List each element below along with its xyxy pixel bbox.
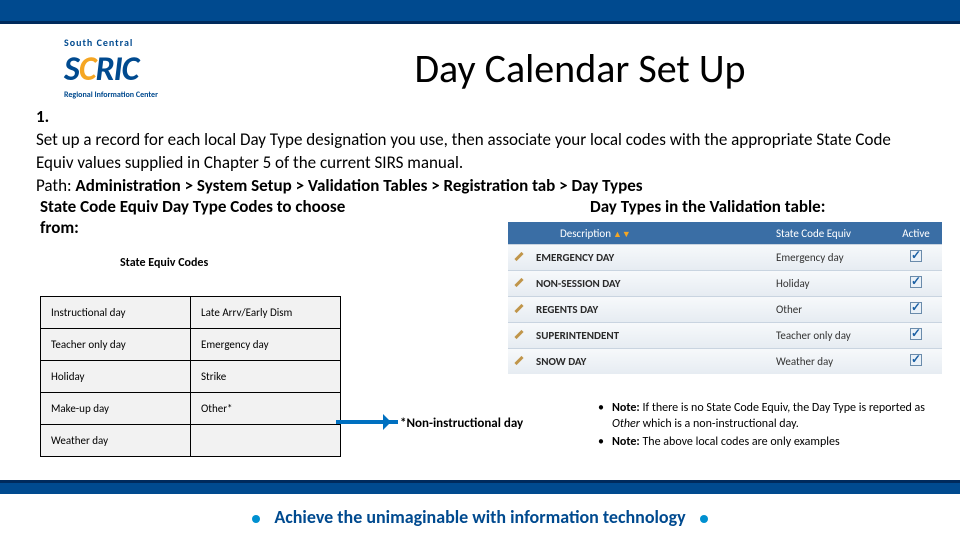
row-desc: SUPERINTENDENT <box>530 329 772 342</box>
note-prefix: The above local codes are only examples <box>642 435 839 449</box>
cell: Weather day <box>41 425 191 457</box>
notes: Note: If there is no State Code Equiv, t… <box>594 400 936 453</box>
logo-south: South Central <box>64 36 224 49</box>
col-active[interactable]: Active <box>890 227 942 240</box>
validation-row[interactable]: SNOW DAY Weather day <box>508 348 942 374</box>
path-label: Path: <box>36 175 75 196</box>
row-desc: SNOW DAY <box>530 355 772 368</box>
footer-text: Achieve the unimaginable with informatio… <box>274 506 685 528</box>
row-active[interactable] <box>890 276 942 291</box>
row-desc: REGENTS DAY <box>530 303 772 316</box>
asterisk-note: *Non-instructional day <box>400 416 523 431</box>
table-row: Weather day <box>41 425 341 457</box>
edit-icon[interactable] <box>508 302 530 317</box>
note-label: Note: <box>612 435 640 449</box>
row-active[interactable] <box>890 354 942 369</box>
cell: Emergency day <box>191 329 341 361</box>
step-text: Set up a record for each local Day Type … <box>36 129 891 173</box>
sort-icon[interactable]: ▲▼ <box>613 229 631 240</box>
row-active[interactable] <box>890 250 942 265</box>
path-value: Administration > System Setup > Validati… <box>75 175 642 196</box>
step-body: Set up a record for each local Day Type … <box>36 129 896 198</box>
validation-row[interactable]: EMERGENCY DAY Emergency day <box>508 244 942 270</box>
checkbox-icon <box>910 302 922 314</box>
row-active[interactable] <box>890 302 942 317</box>
checkbox-icon <box>910 276 922 288</box>
table-row: Teacher only dayEmergency day <box>41 329 341 361</box>
edit-icon[interactable] <box>508 276 530 291</box>
state-equiv-codes-table: Instructional dayLate Arrv/Early Dism Te… <box>40 296 341 457</box>
cell: Other* <box>191 393 341 425</box>
note-prefix: If there is no State Code Equiv, the Day… <box>642 401 925 415</box>
dot-icon <box>252 515 260 523</box>
row-state: Other <box>772 303 890 316</box>
cell: Strike <box>191 361 341 393</box>
row-state: Teacher only day <box>772 329 890 342</box>
row-active[interactable] <box>890 328 942 343</box>
logo-scric: SCRIC <box>64 49 224 90</box>
validation-row[interactable]: NON-SESSION DAY Holiday <box>508 270 942 296</box>
step-number: 1. <box>36 106 60 129</box>
row-state: Holiday <box>772 277 890 290</box>
validation-row[interactable]: REGENTS DAY Other <box>508 296 942 322</box>
note-suffix: which is a non-instructional day. <box>640 417 799 431</box>
table-row: Make-up dayOther* <box>41 393 341 425</box>
note-item: Note: The above local codes are only exa… <box>594 434 936 450</box>
bottom-bar <box>0 480 960 494</box>
cell: Teacher only day <box>41 329 191 361</box>
row-desc: NON-SESSION DAY <box>530 277 772 290</box>
col-state[interactable]: State Code Equiv <box>772 227 890 240</box>
left-heading: State Code Equiv Day Type Codes to choos… <box>40 196 360 239</box>
scric-logo: South Central SCRIC Regional Information… <box>64 36 224 96</box>
validation-row[interactable]: SUPERINTENDENT Teacher only day <box>508 322 942 348</box>
codes-caption: State Equiv Codes <box>120 256 208 270</box>
page-title: Day Calendar Set Up <box>260 44 900 93</box>
col-description[interactable]: Description▲▼ <box>508 227 772 240</box>
edit-icon[interactable] <box>508 250 530 265</box>
note-item: Note: If there is no State Code Equiv, t… <box>594 400 936 432</box>
checkbox-icon <box>910 354 922 366</box>
cell <box>191 425 341 457</box>
arrow-icon <box>336 420 398 424</box>
cell: Instructional day <box>41 297 191 329</box>
edit-icon[interactable] <box>508 328 530 343</box>
note-label: Note: <box>612 401 640 415</box>
row-state: Emergency day <box>772 251 890 264</box>
step-1: 1. Set up a record for each local Day Ty… <box>36 106 920 198</box>
validation-table: Description▲▼ State Code Equiv Active EM… <box>508 222 942 374</box>
right-heading: Day Types in the Validation table: <box>590 196 825 217</box>
checkbox-icon <box>910 250 922 262</box>
row-desc: EMERGENCY DAY <box>530 251 772 264</box>
logo-ric: Regional Information Center <box>64 90 224 100</box>
table-row: HolidayStrike <box>41 361 341 393</box>
checkbox-icon <box>910 328 922 340</box>
table-row: Instructional dayLate Arrv/Early Dism <box>41 297 341 329</box>
footer: Achieve the unimaginable with informatio… <box>0 506 960 528</box>
edit-icon[interactable] <box>508 354 530 369</box>
cell: Holiday <box>41 361 191 393</box>
validation-header: Description▲▼ State Code Equiv Active <box>508 222 942 244</box>
top-bar <box>0 0 960 24</box>
cell: Late Arrv/Early Dism <box>191 297 341 329</box>
row-state: Weather day <box>772 355 890 368</box>
dot-icon <box>700 515 708 523</box>
note-ital: Other <box>612 417 640 431</box>
cell: Make-up day <box>41 393 191 425</box>
